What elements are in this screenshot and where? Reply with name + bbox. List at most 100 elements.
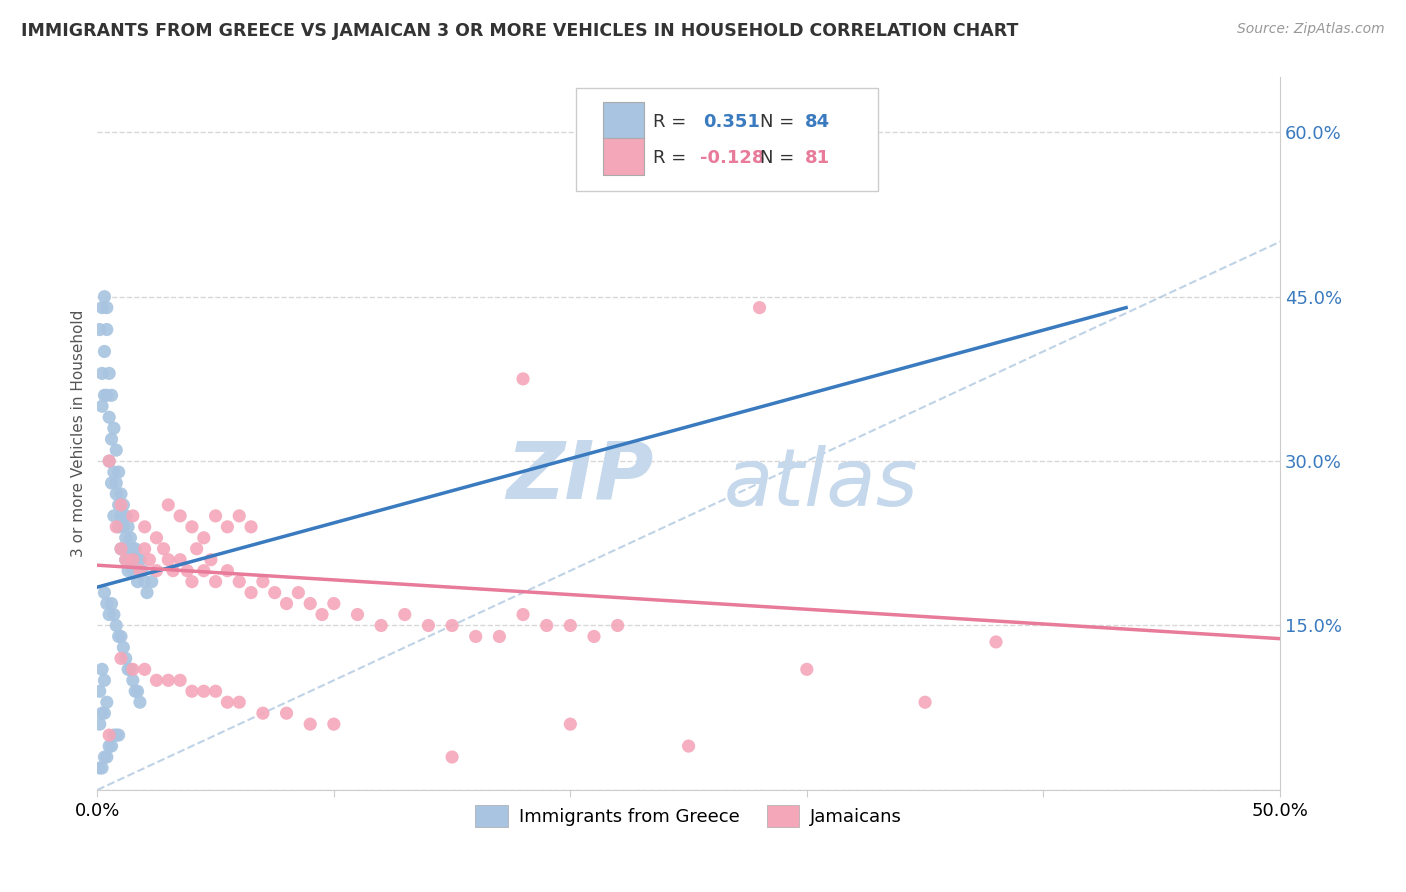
Point xyxy=(105,728,128,742)
Point xyxy=(105,443,128,458)
Point xyxy=(91,367,114,381)
Text: IMMIGRANTS FROM GREECE VS JAMAICAN 3 OR MORE VEHICLES IN HOUSEHOLD CORRELATION C: IMMIGRANTS FROM GREECE VS JAMAICAN 3 OR … xyxy=(21,22,1018,40)
Point xyxy=(89,717,111,731)
Point xyxy=(110,508,132,523)
Point xyxy=(93,585,115,599)
Point xyxy=(141,574,163,589)
Point xyxy=(441,750,464,764)
Point xyxy=(678,739,700,753)
Point xyxy=(129,564,152,578)
Point xyxy=(121,508,143,523)
Point xyxy=(240,585,263,599)
Text: N =: N = xyxy=(759,113,800,131)
Point xyxy=(129,553,152,567)
Point xyxy=(276,706,298,721)
Point xyxy=(98,454,121,468)
Point xyxy=(217,520,239,534)
Point xyxy=(129,564,152,578)
Point xyxy=(103,465,125,479)
Text: N =: N = xyxy=(759,149,800,167)
Point xyxy=(204,684,226,698)
Point xyxy=(134,662,156,676)
Point xyxy=(418,618,440,632)
Text: R =: R = xyxy=(654,149,692,167)
Point xyxy=(240,520,263,534)
Point xyxy=(100,388,122,402)
Point xyxy=(127,574,149,589)
Point xyxy=(117,564,139,578)
Point xyxy=(100,475,122,490)
Point xyxy=(110,498,132,512)
Point xyxy=(145,531,167,545)
Point xyxy=(120,531,142,545)
Point xyxy=(121,673,143,688)
FancyBboxPatch shape xyxy=(603,138,644,175)
FancyBboxPatch shape xyxy=(576,88,877,192)
Point xyxy=(100,739,122,753)
Point xyxy=(228,695,250,709)
Point xyxy=(138,553,160,567)
Legend: Immigrants from Greece, Jamaicans: Immigrants from Greece, Jamaicans xyxy=(468,797,910,834)
Point xyxy=(276,597,298,611)
Point xyxy=(152,541,174,556)
Point xyxy=(370,618,392,632)
Y-axis label: 3 or more Vehicles in Household: 3 or more Vehicles in Household xyxy=(72,310,86,558)
Point xyxy=(107,465,129,479)
Point xyxy=(124,541,146,556)
Point xyxy=(322,597,344,611)
Point xyxy=(110,541,132,556)
Point xyxy=(110,630,132,644)
Point xyxy=(89,761,111,775)
Point xyxy=(441,618,464,632)
Point xyxy=(124,684,146,698)
Point xyxy=(103,421,125,435)
Point xyxy=(114,553,136,567)
Point xyxy=(217,564,239,578)
Point xyxy=(98,739,121,753)
Point xyxy=(299,597,322,611)
Point xyxy=(98,454,121,468)
Text: Source: ZipAtlas.com: Source: ZipAtlas.com xyxy=(1237,22,1385,37)
Point xyxy=(98,410,121,425)
Point xyxy=(252,706,274,721)
Point xyxy=(193,564,215,578)
Point xyxy=(346,607,368,622)
Point xyxy=(121,541,143,556)
Text: 0.351: 0.351 xyxy=(703,113,759,131)
Point xyxy=(112,520,135,534)
Point xyxy=(127,553,149,567)
Point xyxy=(117,520,139,534)
Point xyxy=(114,651,136,665)
Point xyxy=(181,684,204,698)
Point xyxy=(394,607,416,622)
Text: R =: R = xyxy=(654,113,692,131)
Point xyxy=(98,367,121,381)
Point xyxy=(169,673,191,688)
Point xyxy=(131,564,153,578)
Point xyxy=(127,684,149,698)
Point xyxy=(560,618,582,632)
Point xyxy=(96,750,118,764)
Point xyxy=(105,475,128,490)
Point xyxy=(129,695,152,709)
Point xyxy=(512,607,534,622)
Point xyxy=(112,541,135,556)
Point xyxy=(252,574,274,589)
Point xyxy=(560,717,582,731)
Point xyxy=(110,487,132,501)
Point xyxy=(914,695,936,709)
Point xyxy=(96,695,118,709)
Point xyxy=(103,607,125,622)
Point xyxy=(89,322,111,336)
Point xyxy=(107,728,129,742)
Point xyxy=(145,673,167,688)
Point xyxy=(204,574,226,589)
Point xyxy=(110,651,132,665)
Point xyxy=(488,630,510,644)
Point xyxy=(93,706,115,721)
Point xyxy=(110,541,132,556)
Point xyxy=(117,541,139,556)
Point xyxy=(103,728,125,742)
Point xyxy=(112,640,135,655)
Point xyxy=(100,597,122,611)
